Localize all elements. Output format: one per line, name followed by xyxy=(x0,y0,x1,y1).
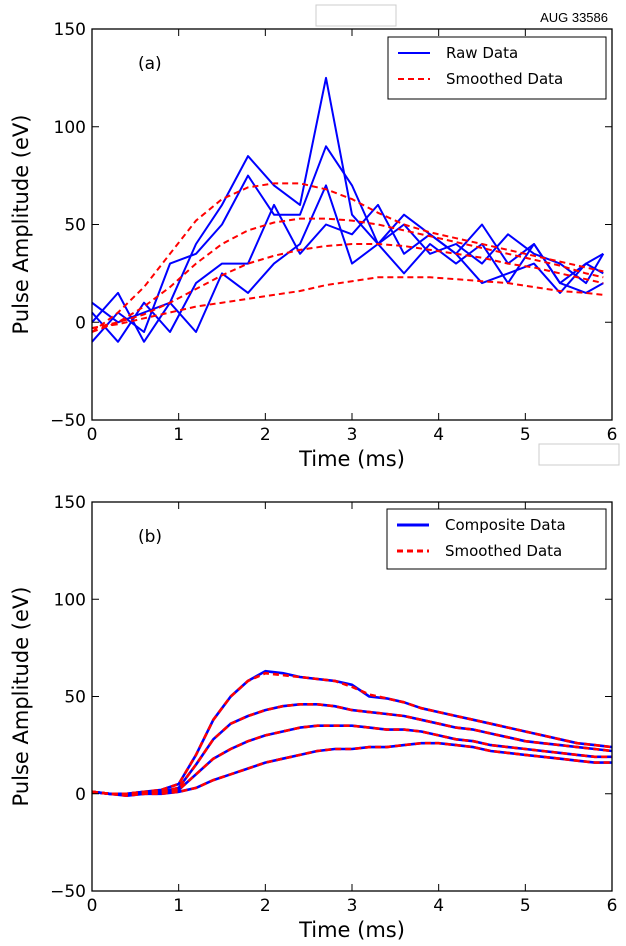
panel-label: (a) xyxy=(138,54,162,74)
legend-label: Raw Data xyxy=(446,44,518,62)
x-tick-label: 4 xyxy=(433,896,444,916)
smoothed-series-line-2 xyxy=(92,703,612,796)
raw-series-line-2 xyxy=(92,145,605,343)
smoothed-series-line-1 xyxy=(92,182,604,333)
legend-label: Smoothed Data xyxy=(446,70,563,88)
x-tick-label: 6 xyxy=(607,896,618,916)
y-tick-label: 50 xyxy=(64,216,86,236)
x-tick-label: 5 xyxy=(520,896,531,916)
x-axis-label: Time (ms) xyxy=(298,447,405,471)
legend: Raw Data Smoothed Data xyxy=(387,36,607,100)
experiment-label: AUG 33586 xyxy=(540,10,608,25)
x-axis-label: Time (ms) xyxy=(298,918,405,942)
smoothed-series-line-3 xyxy=(92,724,612,796)
blank-box-top xyxy=(315,4,397,27)
legend-label: Smoothed Data xyxy=(445,542,562,560)
panel-label: (b) xyxy=(138,527,162,547)
legend: Composite Data Smoothed Data xyxy=(386,508,607,570)
y-tick-label: −50 xyxy=(50,882,86,902)
x-tick-label: 2 xyxy=(260,896,271,916)
x-tick-label: 0 xyxy=(87,896,98,916)
y-tick-label: 150 xyxy=(54,493,86,513)
smoothed-series-line-2 xyxy=(92,217,604,333)
x-tick-label: 2 xyxy=(260,425,271,445)
y-tick-label: −50 xyxy=(50,411,86,431)
blank-box-right xyxy=(538,443,620,466)
legend-label: Composite Data xyxy=(445,516,566,534)
y-axis-label: Pulse Amplitude (eV) xyxy=(9,587,33,807)
y-tick-label: 0 xyxy=(75,313,86,333)
raw-series-line-3 xyxy=(92,724,612,796)
x-tick-label: 1 xyxy=(173,896,184,916)
y-tick-label: 100 xyxy=(54,590,86,610)
plot-area xyxy=(92,76,605,343)
y-tick-label: 150 xyxy=(54,20,86,40)
y-tick-label: 100 xyxy=(54,118,86,138)
x-tick-label: 1 xyxy=(173,425,184,445)
x-tick-label: 6 xyxy=(607,425,618,445)
x-tick-label: 4 xyxy=(433,425,444,445)
x-tick-label: 0 xyxy=(87,425,98,445)
x-tick-label: 3 xyxy=(347,896,358,916)
x-tick-label: 5 xyxy=(520,425,531,445)
smoothed-series-line-4 xyxy=(92,741,612,798)
legend-box xyxy=(387,36,607,100)
smoothed-series-line-3 xyxy=(92,243,604,330)
smoothed-series-line-1 xyxy=(92,671,612,796)
smoothed-series-line-4 xyxy=(92,276,604,330)
raw-series-line-1 xyxy=(92,76,604,343)
x-tick-label: 3 xyxy=(347,425,358,445)
y-tick-label: 50 xyxy=(64,688,86,708)
legend-box xyxy=(386,508,607,570)
raw-series-line-1 xyxy=(92,669,612,796)
plot-area xyxy=(92,669,612,798)
raw-series-line-3 xyxy=(92,203,604,343)
y-axis-label: Pulse Amplitude (eV) xyxy=(9,115,33,335)
y-tick-label: 0 xyxy=(75,785,86,805)
